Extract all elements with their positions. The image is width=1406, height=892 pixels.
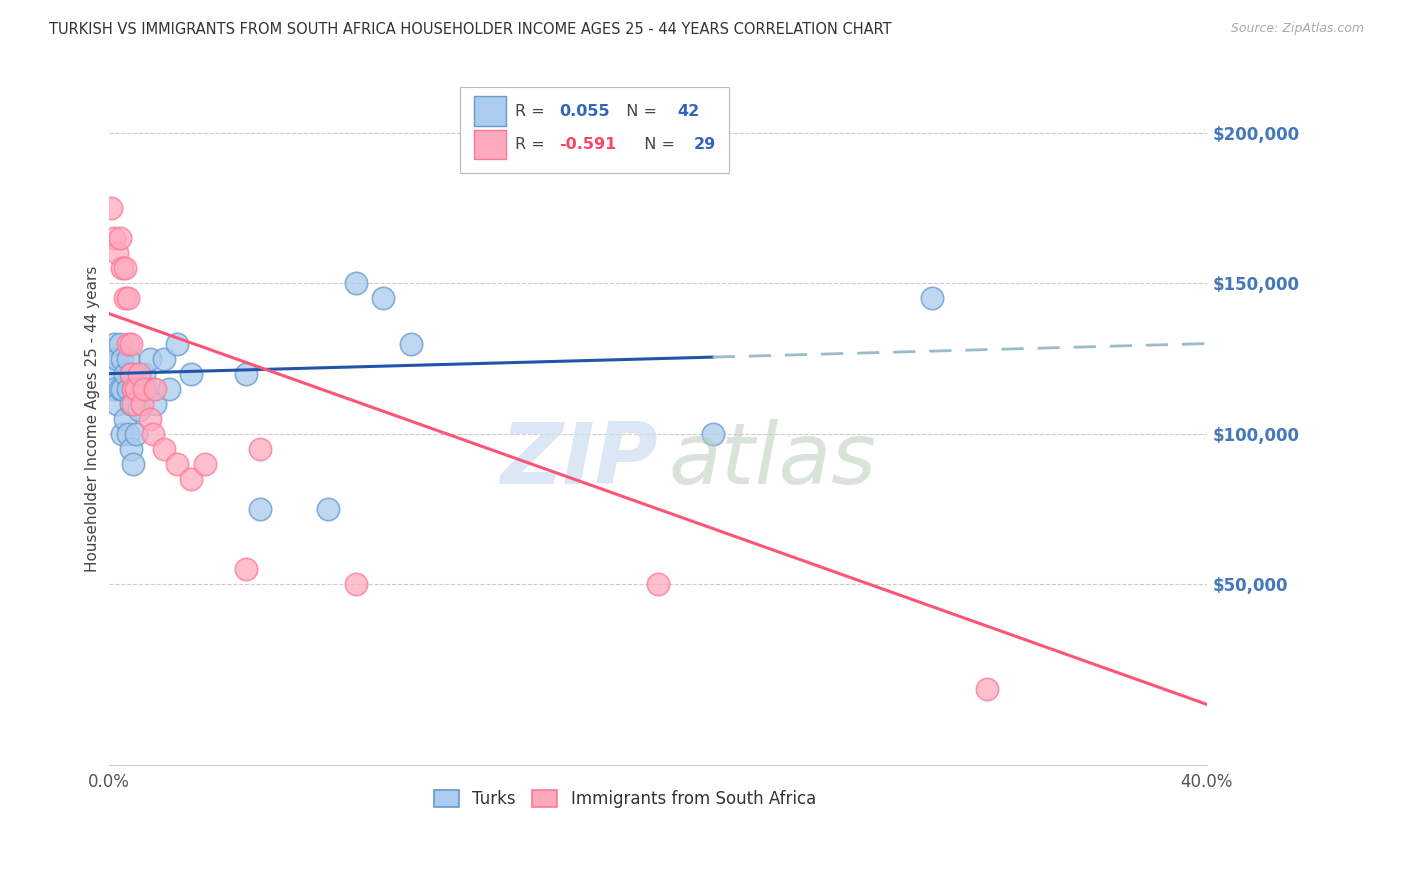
Point [180,472,202,486]
Point [316,502,339,516]
Text: N =: N = [634,136,679,152]
Point [117,426,139,441]
Text: 0.055: 0.055 [560,103,610,119]
Point [249,442,271,456]
Point [143,382,166,396]
Point [114,261,136,276]
Point [122,382,145,396]
Point [399,336,422,351]
Point [120,442,142,456]
Point [373,292,395,306]
Point [105,246,128,260]
Point [122,397,145,411]
Point [117,336,139,351]
Point [114,367,136,381]
Point [111,261,134,276]
Text: N =: N = [616,103,662,119]
Point [122,457,145,471]
Point [166,336,188,351]
Point [100,201,122,215]
Point [117,382,139,396]
Point [142,382,165,396]
Point [122,382,145,396]
Point [117,351,139,366]
Point [166,457,188,471]
Point [134,382,156,396]
Point [114,292,136,306]
Point [152,442,174,456]
Point [142,426,165,441]
Point [180,367,202,381]
Text: -0.591: -0.591 [560,136,616,152]
Point [976,682,998,697]
Point [108,382,131,396]
Point [139,411,162,425]
Point [105,351,128,366]
Point [128,367,150,381]
Point [120,367,142,381]
Point [125,382,148,396]
FancyBboxPatch shape [460,87,730,173]
Text: 29: 29 [695,136,716,152]
Text: R =: R = [515,103,550,119]
Point [114,411,136,425]
Point [100,367,122,381]
Point [125,426,148,441]
Point [120,397,142,411]
Point [125,382,148,396]
Text: Source: ZipAtlas.com: Source: ZipAtlas.com [1230,22,1364,36]
Point [647,577,669,591]
Point [103,382,125,396]
Text: 42: 42 [678,103,700,119]
Point [194,457,217,471]
Point [128,367,150,381]
Point [134,367,156,381]
Y-axis label: Householder Income Ages 25 - 44 years: Householder Income Ages 25 - 44 years [86,266,100,572]
Point [702,426,724,441]
Point [344,277,367,291]
Text: ZIP: ZIP [501,418,658,501]
Point [235,562,257,576]
Point [120,367,142,381]
Point [921,292,943,306]
Legend: Turks, Immigrants from South Africa: Turks, Immigrants from South Africa [427,783,823,815]
Point [249,502,271,516]
Point [120,336,142,351]
Point [103,231,125,245]
Text: R =: R = [515,136,550,152]
Point [136,382,159,396]
Text: atlas: atlas [669,418,877,501]
Text: TURKISH VS IMMIGRANTS FROM SOUTH AFRICA HOUSEHOLDER INCOME AGES 25 - 44 YEARS CO: TURKISH VS IMMIGRANTS FROM SOUTH AFRICA … [49,22,891,37]
Point [157,382,180,396]
Point [131,382,153,396]
Point [111,426,134,441]
Point [108,231,131,245]
Point [128,402,150,417]
Point [111,351,134,366]
Point [152,351,174,366]
Point [139,351,162,366]
Point [143,397,166,411]
Point [103,336,125,351]
Point [235,367,257,381]
FancyBboxPatch shape [474,96,506,126]
Point [108,336,131,351]
Point [117,292,139,306]
Point [105,397,128,411]
Point [344,577,367,591]
Point [111,382,134,396]
Point [131,397,153,411]
FancyBboxPatch shape [474,129,506,159]
